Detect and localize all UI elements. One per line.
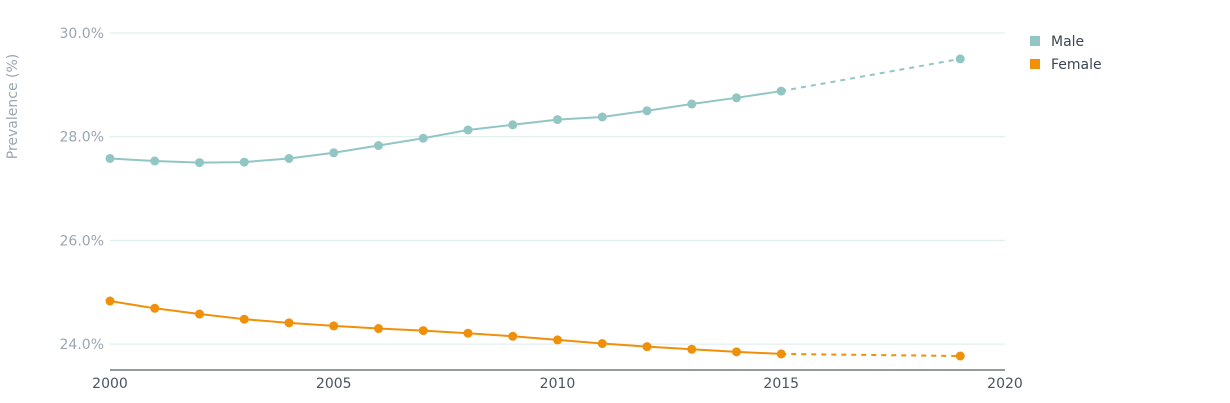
- series-line: [109, 300, 782, 355]
- data-point: [105, 296, 115, 306]
- data-point: [239, 157, 249, 167]
- y-tick-label: 30.0%: [60, 26, 104, 42]
- y-tick-label: 28.0%: [60, 130, 104, 146]
- y-tick-label: 24.0%: [60, 337, 104, 353]
- legend-label: Male: [1051, 34, 1084, 50]
- y-axis-title: Prevalence (%): [5, 54, 21, 160]
- x-tick-label: 2010: [540, 376, 576, 392]
- data-point: [687, 99, 697, 109]
- data-point: [553, 115, 562, 125]
- data-point: [597, 339, 607, 349]
- legend-swatch: [1030, 59, 1040, 69]
- data-point: [374, 141, 383, 151]
- data-point: [642, 342, 652, 352]
- data-point: [553, 335, 562, 345]
- data-point: [463, 125, 473, 135]
- data-point: [239, 314, 249, 324]
- x-tick-label: 2020: [987, 376, 1023, 392]
- x-tick-label: 2000: [92, 376, 128, 392]
- data-point: [284, 318, 294, 328]
- x-tick-label: 2005: [316, 376, 352, 392]
- data-point: [776, 86, 786, 96]
- series-projection-line: [781, 57, 961, 93]
- data-point: [776, 349, 786, 359]
- data-point: [418, 326, 428, 336]
- data-point: [955, 54, 965, 64]
- data-point: [150, 156, 160, 166]
- data-point: [284, 153, 294, 163]
- data-point: [105, 153, 115, 163]
- data-point: [732, 93, 741, 103]
- gridlines: [110, 32, 1005, 345]
- data-point: [732, 347, 741, 357]
- legend-label: Female: [1051, 57, 1102, 73]
- data-point: [508, 331, 518, 341]
- legend-swatch: [1030, 36, 1040, 46]
- data-point: [642, 106, 652, 116]
- series-female: [105, 296, 965, 361]
- series-projection-line: [781, 352, 961, 358]
- y-tick-label: 26.0%: [60, 233, 104, 249]
- series-male: [105, 54, 965, 168]
- axes: 24.0% 26.0% 28.0% 30.0% 2000 2005 2010 2015 2020…: [5, 26, 1023, 392]
- data-point: [329, 321, 339, 331]
- data-point: [597, 112, 607, 122]
- data-point: [687, 344, 697, 354]
- data-point: [195, 309, 204, 319]
- data-point: [955, 351, 965, 361]
- x-tick-label: 2015: [763, 376, 799, 392]
- data-point: [195, 158, 204, 168]
- data-point: [463, 328, 473, 338]
- legend: Male Female: [1030, 34, 1102, 73]
- data-point: [150, 303, 160, 313]
- series-line: [109, 90, 782, 164]
- data-point: [329, 148, 339, 158]
- series-lines: [105, 54, 965, 361]
- data-point: [418, 133, 428, 143]
- data-point: [508, 120, 518, 130]
- data-point: [374, 324, 383, 334]
